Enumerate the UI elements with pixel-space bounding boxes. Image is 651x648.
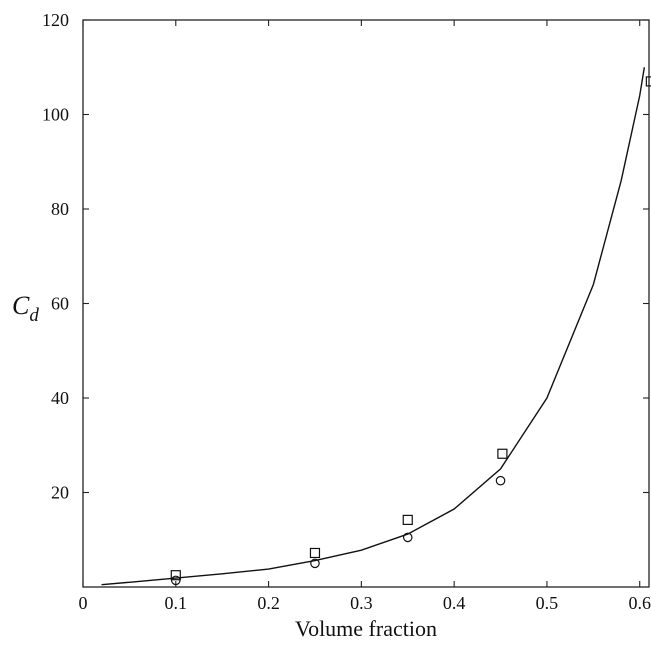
x-tick-label: 0.3	[350, 593, 373, 613]
x-tick-label: 0	[79, 593, 88, 613]
x-tick-label: 0.1	[165, 593, 188, 613]
ticks	[82, 19, 649, 587]
x-tick-label: 0.5	[536, 593, 559, 613]
y-axis-label: Cd	[12, 291, 39, 326]
y-tick-label: 20	[51, 483, 69, 503]
circle-marker	[170, 575, 181, 586]
y-axis-label-main: C	[12, 291, 30, 320]
y-tick-label: 120	[42, 10, 69, 30]
plot-frame	[82, 19, 650, 588]
fit-curve	[101, 67, 646, 586]
circle-marker	[402, 532, 413, 543]
square-marker	[170, 570, 181, 581]
circle-marker	[310, 558, 320, 569]
data-points	[170, 76, 651, 586]
tick-labels: 0 0.1 0.2 0.3 0.4 0.5 0.6 20 40 60 80 100 120	[42, 10, 651, 613]
square-marker	[402, 514, 413, 526]
square-marker	[497, 448, 508, 459]
y-axis-label-subscript: d	[29, 305, 39, 326]
y-tick-label: 60	[51, 294, 69, 314]
x-tick-label: 0.4	[443, 593, 466, 613]
square-marker	[309, 547, 321, 559]
y-tick-label: 100	[42, 105, 69, 125]
x-tick-label: 0.6	[628, 593, 651, 613]
y-tick-label: 40	[51, 388, 69, 408]
x-axis-label: Volume fraction	[295, 616, 437, 641]
x-tick-label: 0.2	[257, 593, 280, 613]
circle-marker	[495, 475, 506, 486]
y-tick-label: 80	[51, 199, 69, 219]
